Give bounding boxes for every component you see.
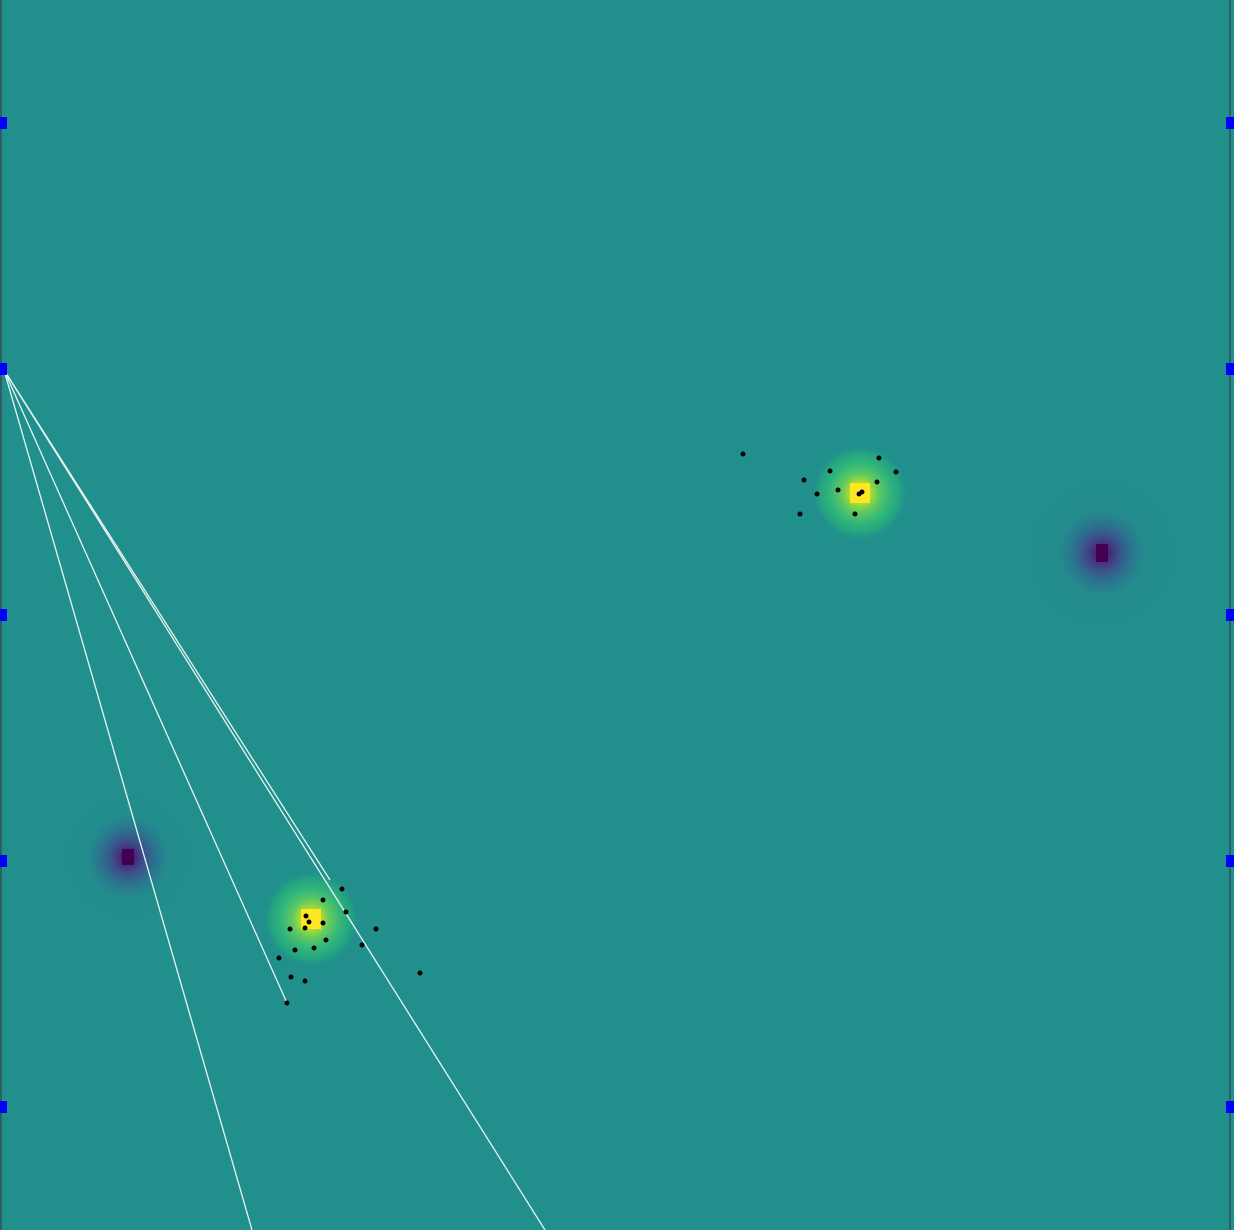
right-edge-marker-5	[1226, 1101, 1234, 1113]
right-edge-marker-1	[1226, 117, 1234, 129]
left-edge-marker-1	[0, 117, 7, 129]
point	[339, 886, 345, 892]
ray-group	[3, 369, 546, 1230]
right-edge-marker-3	[1226, 609, 1234, 621]
point	[797, 511, 803, 517]
right-markers	[1226, 117, 1234, 1113]
left-markers	[0, 117, 7, 1113]
points-lower-left	[276, 886, 423, 1006]
point	[306, 919, 312, 925]
point	[343, 909, 349, 915]
point	[288, 974, 294, 980]
point	[276, 955, 282, 961]
point	[801, 477, 807, 483]
point	[311, 945, 317, 951]
point	[856, 491, 862, 497]
source-lower-left	[263, 871, 359, 967]
point	[373, 926, 379, 932]
left-edge-marker-5	[0, 1101, 7, 1113]
point	[814, 491, 820, 497]
ray-3	[3, 369, 546, 1230]
point	[417, 970, 423, 976]
point	[320, 920, 326, 926]
right-edge-marker-4	[1226, 855, 1234, 867]
point	[287, 926, 293, 932]
point	[740, 451, 746, 457]
point	[359, 942, 365, 948]
sink-right	[1056, 507, 1148, 599]
point	[292, 947, 298, 953]
point	[893, 469, 899, 475]
point	[320, 897, 326, 903]
point	[876, 455, 882, 461]
ray-4	[3, 369, 331, 881]
right-edge-marker-2	[1226, 363, 1234, 375]
point	[302, 925, 308, 931]
point	[303, 913, 309, 919]
left-edge-marker-3	[0, 609, 7, 621]
point	[284, 1000, 290, 1006]
left-edge-marker-4	[0, 855, 7, 867]
sink-left	[84, 813, 172, 901]
point	[323, 937, 329, 943]
left-edge-marker-2	[0, 363, 7, 375]
point	[835, 487, 841, 493]
ray-2	[3, 369, 288, 1004]
point	[852, 511, 858, 517]
ray-1	[3, 369, 253, 1230]
points-upper-right	[740, 451, 899, 517]
point	[874, 479, 880, 485]
point	[827, 468, 833, 474]
point	[302, 978, 308, 984]
